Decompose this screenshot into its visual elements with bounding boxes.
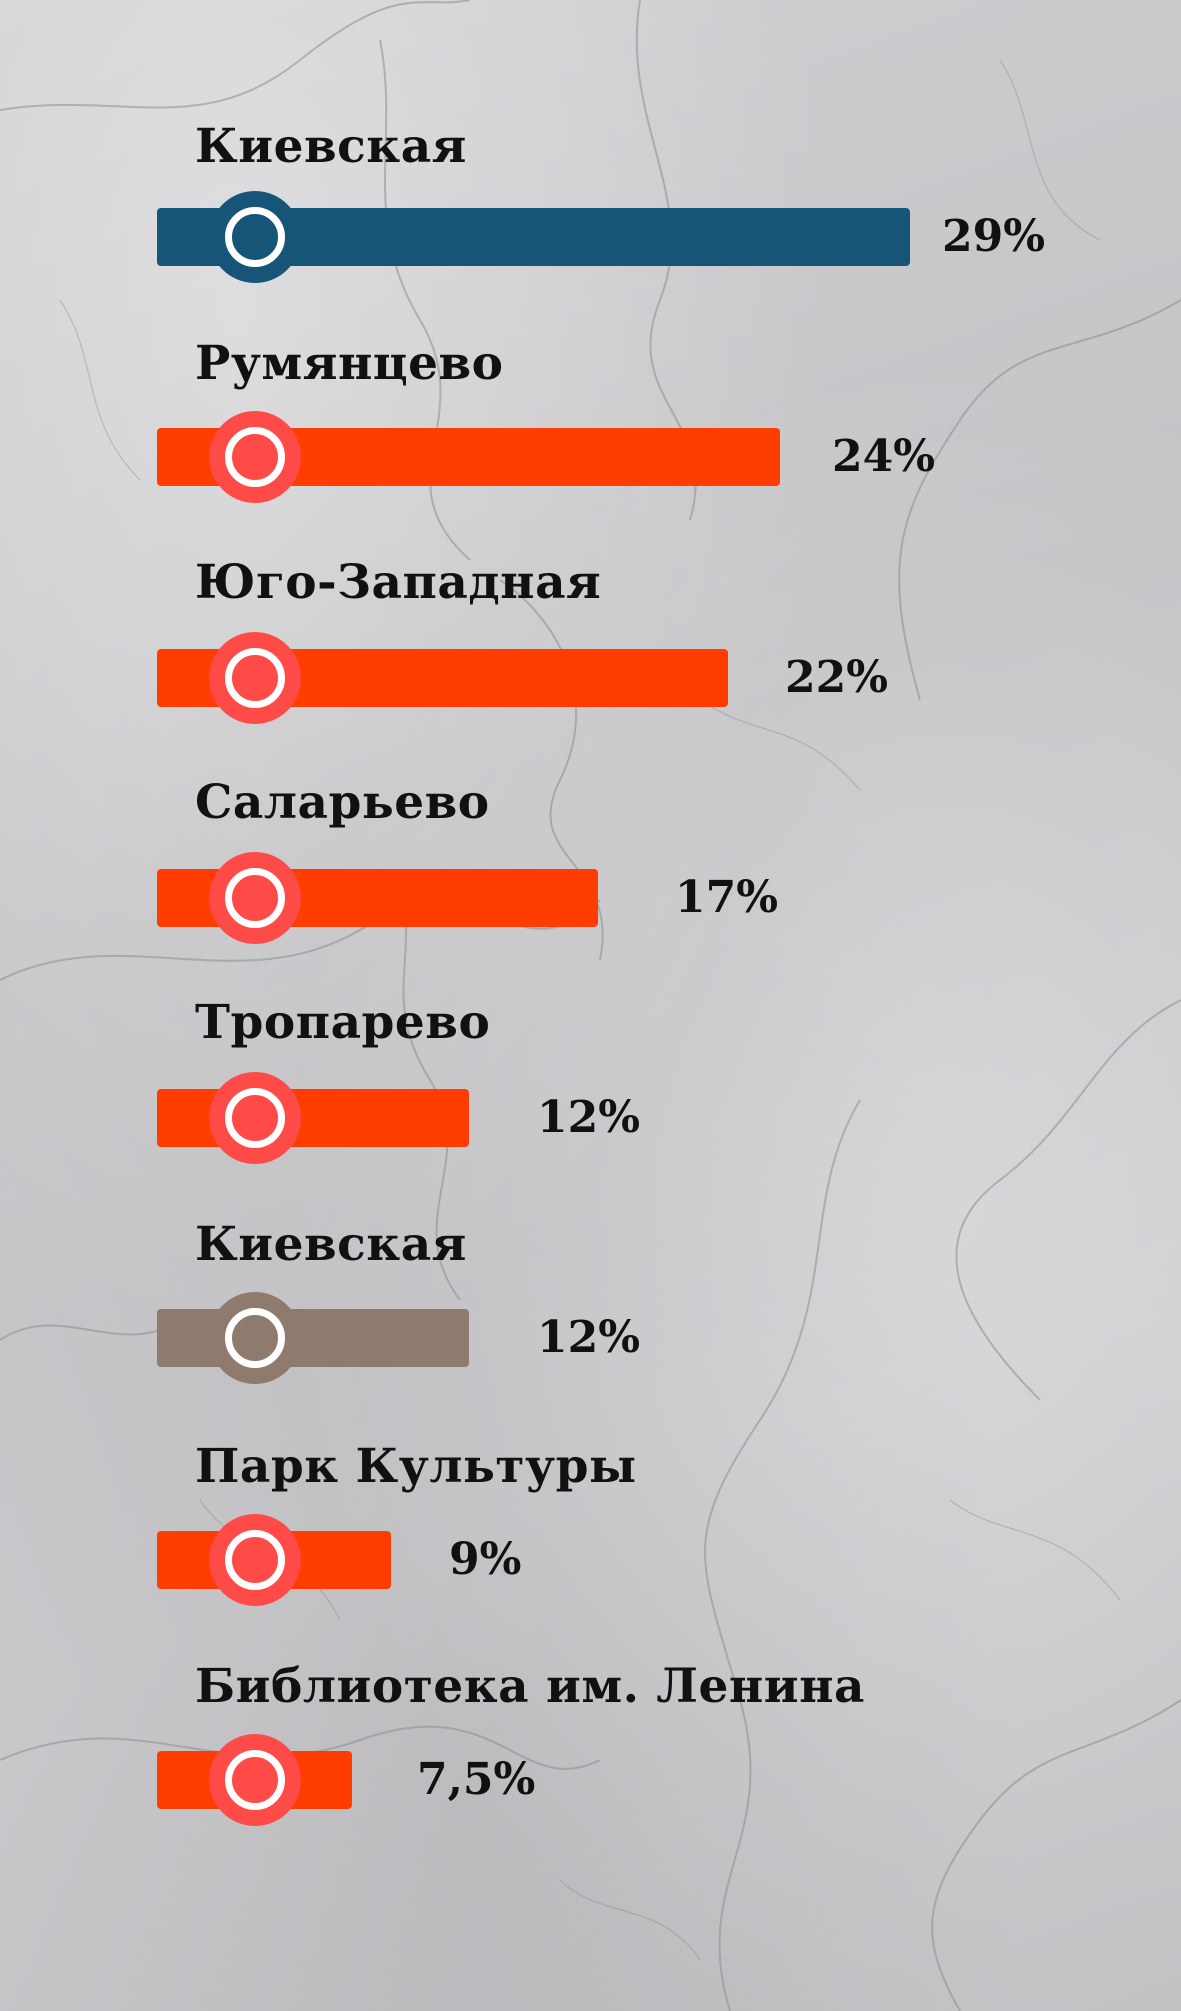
knob-ring xyxy=(225,868,285,928)
bar-row: Румянцево 24% xyxy=(0,336,1181,542)
bar xyxy=(157,1089,469,1147)
value-label: 24% xyxy=(832,431,936,482)
knob-ring xyxy=(225,207,285,267)
value-label: 22% xyxy=(785,652,889,703)
bar-knob-marker xyxy=(209,191,301,283)
knob-ring xyxy=(225,1088,285,1148)
bar-row: Библиотека им. Ленина 7,5% xyxy=(0,1659,1181,1865)
value-label: 9% xyxy=(449,1534,522,1585)
category-label: Юго-Западная xyxy=(195,555,602,610)
value-label: 12% xyxy=(537,1312,641,1363)
category-label: Киевская xyxy=(195,119,467,174)
bar-knob-marker xyxy=(209,1292,301,1384)
bar-knob-marker xyxy=(209,1072,301,1164)
bar-row: Тропарево 12% xyxy=(0,995,1181,1203)
category-label: Библиотека им. Ленина xyxy=(195,1659,865,1714)
bar-knob-marker xyxy=(209,852,301,944)
knob-ring xyxy=(225,1530,285,1590)
knob-ring xyxy=(225,427,285,487)
bar-row: Парк Культуры 9% xyxy=(0,1439,1181,1645)
bar-row: Киевская 29% xyxy=(0,119,1181,322)
bar-row: Саларьево 17% xyxy=(0,775,1181,983)
knob-ring xyxy=(225,1750,285,1810)
category-label: Тропарево xyxy=(195,995,491,1050)
value-label: 7,5% xyxy=(417,1754,536,1805)
knob-ring xyxy=(225,648,285,708)
bar xyxy=(157,1309,469,1367)
category-label: Саларьево xyxy=(195,775,490,830)
bar-knob-marker xyxy=(209,1734,301,1826)
value-label: 17% xyxy=(675,872,779,923)
bar-knob-marker xyxy=(209,1514,301,1606)
bar-knob-marker xyxy=(209,411,301,503)
category-label: Румянцево xyxy=(195,336,504,391)
value-label: 29% xyxy=(942,211,1046,262)
knob-ring xyxy=(225,1308,285,1368)
category-label: Парк Культуры xyxy=(195,1439,637,1494)
value-label: 12% xyxy=(537,1092,641,1143)
bar-row: Юго-Западная 22% xyxy=(0,555,1181,763)
bar-row: Киевская 12% xyxy=(0,1217,1181,1423)
bar-knob-marker xyxy=(209,632,301,724)
category-label: Киевская xyxy=(195,1217,467,1272)
